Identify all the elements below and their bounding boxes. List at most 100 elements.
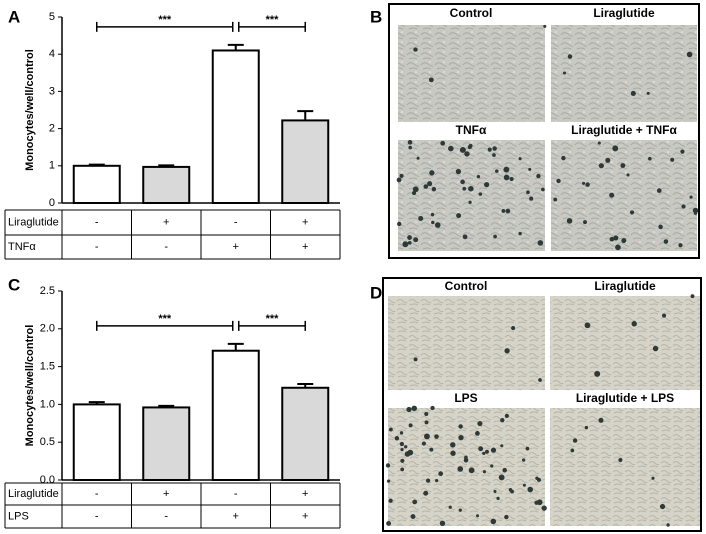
stained-cell bbox=[522, 458, 526, 462]
stained-cell bbox=[522, 483, 526, 487]
stained-cell bbox=[501, 209, 506, 213]
stained-cell bbox=[448, 505, 452, 509]
condition-cell: + bbox=[233, 510, 239, 522]
significance-bracket bbox=[238, 320, 306, 331]
stained-cell bbox=[613, 235, 619, 241]
panel-label: B bbox=[370, 7, 382, 26]
condition-label: Liraglutide bbox=[8, 216, 59, 228]
condition-cell: + bbox=[302, 488, 308, 500]
stained-cell bbox=[429, 447, 434, 452]
stained-cell bbox=[402, 241, 409, 248]
stained-cell bbox=[397, 221, 402, 227]
stained-cell bbox=[541, 505, 547, 511]
panel-label: D bbox=[370, 283, 382, 302]
stained-cell bbox=[459, 146, 466, 153]
significance-label: *** bbox=[266, 313, 280, 325]
bar bbox=[281, 386, 330, 482]
stained-cell bbox=[475, 514, 480, 518]
stained-cell bbox=[566, 218, 573, 224]
stained-cell bbox=[429, 170, 435, 176]
stained-cell bbox=[584, 322, 591, 329]
panel-label: C bbox=[8, 275, 20, 294]
stained-cell bbox=[658, 224, 663, 230]
stained-cell bbox=[620, 163, 626, 168]
stained-cell bbox=[483, 181, 490, 188]
stained-cell bbox=[689, 195, 693, 199]
stained-cell bbox=[400, 467, 405, 472]
y-tick-label: 4 bbox=[49, 48, 55, 60]
stained-cell bbox=[630, 90, 636, 97]
condition-cell: + bbox=[302, 216, 308, 228]
stained-cell bbox=[572, 438, 578, 443]
stained-cell bbox=[597, 141, 601, 145]
stained-cell bbox=[536, 499, 543, 506]
y-tick-label: 1 bbox=[49, 160, 55, 172]
stained-cell bbox=[386, 479, 391, 483]
stained-cell bbox=[609, 192, 615, 198]
stained-cell bbox=[495, 169, 499, 173]
stained-cell bbox=[527, 486, 534, 493]
bar bbox=[211, 349, 260, 481]
panel-frame bbox=[388, 3, 700, 259]
image-title: LPS bbox=[454, 391, 477, 405]
stained-cell bbox=[439, 520, 446, 527]
condition-cell: + bbox=[302, 241, 308, 253]
stained-cell bbox=[421, 441, 427, 446]
stained-cell bbox=[412, 499, 418, 505]
stained-cell bbox=[528, 167, 532, 171]
stained-cell bbox=[413, 237, 419, 243]
stained-cell bbox=[692, 207, 699, 214]
y-tick-label: 1.5 bbox=[40, 361, 55, 373]
image-title: Liraglutide bbox=[593, 6, 655, 20]
stained-cell bbox=[496, 496, 500, 500]
condition-cell: + bbox=[233, 241, 239, 253]
stained-cell bbox=[536, 173, 541, 179]
stained-cell bbox=[487, 147, 492, 152]
stained-cell bbox=[680, 149, 685, 154]
stained-cell bbox=[503, 174, 510, 181]
stained-cell bbox=[656, 188, 662, 193]
stained-cell bbox=[458, 508, 462, 512]
stained-cell bbox=[652, 345, 659, 352]
stained-cell bbox=[663, 239, 669, 244]
stained-cell bbox=[629, 210, 635, 215]
bar bbox=[211, 49, 260, 205]
stained-cell bbox=[427, 181, 433, 187]
stained-cell bbox=[612, 145, 619, 152]
stained-cell bbox=[537, 240, 544, 246]
y-tick-label: 2 bbox=[49, 123, 55, 135]
micrograph bbox=[550, 408, 700, 526]
image-title: Liraglutide + LPS bbox=[576, 391, 674, 405]
condition-cell: - bbox=[95, 510, 99, 522]
condition-cell: - bbox=[95, 488, 99, 500]
stained-cell bbox=[538, 378, 542, 382]
y-tick-label: 5 bbox=[49, 11, 55, 23]
error-bar bbox=[158, 164, 175, 167]
stained-cell bbox=[504, 348, 510, 354]
stained-cell bbox=[518, 157, 522, 161]
stained-cell bbox=[478, 446, 484, 452]
stained-cell bbox=[407, 140, 413, 145]
image-title: Control bbox=[450, 6, 493, 20]
stained-cell bbox=[478, 192, 483, 196]
stained-cell bbox=[424, 411, 429, 417]
stained-cell bbox=[553, 197, 558, 202]
stained-cell bbox=[450, 450, 456, 456]
stained-cell bbox=[556, 178, 561, 184]
stained-cell bbox=[567, 54, 573, 59]
panel-frame bbox=[382, 277, 702, 532]
error-bar bbox=[297, 110, 314, 121]
stained-cell bbox=[388, 427, 393, 432]
stained-cell bbox=[561, 155, 566, 161]
stained-cell bbox=[598, 163, 604, 169]
stained-cell bbox=[434, 222, 441, 228]
stained-cell bbox=[438, 471, 444, 477]
stained-cell bbox=[503, 166, 510, 173]
significance-bracket bbox=[238, 21, 306, 32]
stained-cell bbox=[413, 357, 418, 362]
micrograph bbox=[398, 25, 545, 122]
stained-cell bbox=[631, 321, 637, 327]
bar bbox=[142, 406, 191, 482]
stained-cell bbox=[490, 464, 494, 468]
